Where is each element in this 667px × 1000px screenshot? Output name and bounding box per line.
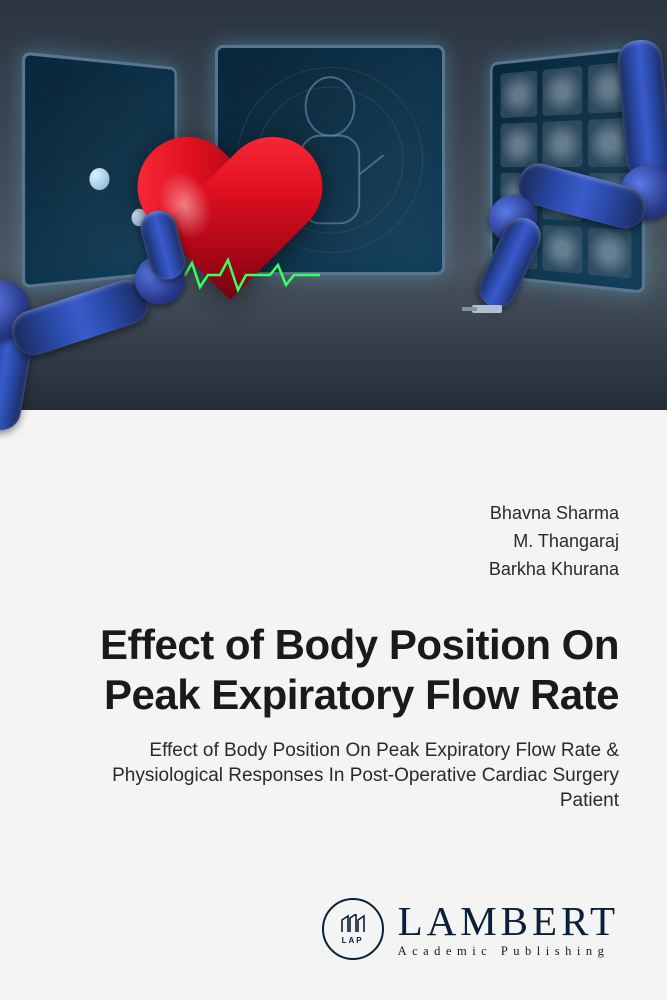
author-name: Barkha Khurana [489,556,619,584]
publisher-name: LAMBERT Academic Publishing [398,901,619,958]
publisher-name-sub: Academic Publishing [398,945,619,958]
publisher-logo-text: LAP [342,936,364,945]
robot-arm-left [0,280,220,420]
author-list: Bhavna Sharma M. Thangaraj Barkha Khuran… [489,500,619,584]
publisher-mark-icon [338,914,368,934]
robot-arm-right [427,40,667,320]
publisher-name-main: LAMBERT [398,901,619,942]
publisher-block: LAP LAMBERT Academic Publishing [322,898,619,960]
author-name: M. Thangaraj [489,528,619,556]
book-title: Effect of Body Position On Peak Expirato… [48,620,619,719]
publisher-logo-icon: LAP [322,898,384,960]
book-subtitle: Effect of Body Position On Peak Expirato… [70,738,619,813]
cover-image [0,0,667,440]
syringe-tool-icon [462,290,512,330]
author-name: Bhavna Sharma [489,500,619,528]
